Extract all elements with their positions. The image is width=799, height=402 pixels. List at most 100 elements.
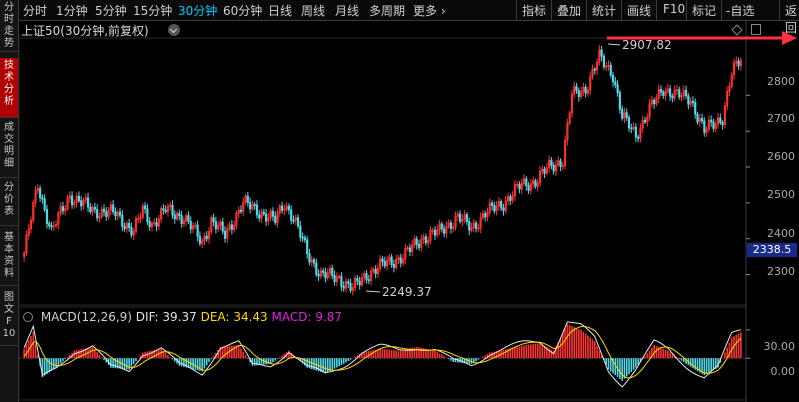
candle: [132, 230, 135, 236]
candle: [655, 97, 658, 105]
candle: [591, 68, 594, 78]
candle: [319, 270, 322, 277]
candle: [246, 195, 249, 203]
candle: [82, 199, 85, 207]
period-daily[interactable]: 日线: [268, 4, 293, 18]
period-5min[interactable]: 5分钟: [95, 4, 127, 18]
candle: [157, 218, 160, 227]
chevron-down-icon[interactable]: [168, 24, 180, 36]
period-60min[interactable]: 60分钟: [223, 4, 263, 18]
indicator-settings-icon[interactable]: [23, 312, 33, 322]
period-weekly[interactable]: 周线: [301, 4, 326, 18]
candle: [36, 188, 39, 192]
candle: [401, 258, 405, 264]
period-1min[interactable]: 1分钟: [56, 4, 88, 18]
candle: [730, 74, 733, 87]
candle: [641, 119, 644, 129]
indicator-button[interactable]: 指标: [522, 4, 547, 18]
candle: [338, 275, 341, 278]
candle: [276, 212, 279, 224]
candle: [66, 197, 69, 210]
candle: [557, 160, 560, 166]
side-tab-price-table[interactable]: 分 价 表: [0, 180, 18, 226]
statistics-button[interactable]: 统计: [592, 4, 617, 18]
back-button[interactable]: 返回: [785, 4, 798, 35]
candle: [623, 112, 626, 119]
period-multi[interactable]: 多周期: [369, 4, 406, 18]
overlay-button[interactable]: 叠加: [557, 4, 582, 18]
candle: [171, 204, 174, 216]
candle: [506, 196, 510, 202]
candle: [214, 221, 217, 230]
candle: [456, 213, 459, 217]
candle: [280, 205, 284, 211]
candle: [520, 183, 523, 190]
candle: [333, 275, 336, 282]
candle: [477, 227, 480, 230]
candle: [625, 112, 628, 118]
candle: [360, 277, 364, 286]
candle: [529, 183, 532, 191]
period-30min[interactable]: 30分钟: [178, 4, 218, 18]
candle: [739, 60, 742, 67]
candle: [538, 170, 542, 184]
draw-line-button[interactable]: 画线: [627, 4, 652, 18]
candle: [262, 211, 265, 215]
f10-button[interactable]: F10: [663, 2, 686, 16]
candle: [415, 238, 418, 245]
side-tab-f10[interactable]: 图 文 F 10: [0, 290, 18, 346]
candle: [602, 55, 605, 67]
candle: [235, 212, 238, 226]
period-monthly[interactable]: 月线: [335, 4, 360, 18]
candle: [657, 89, 660, 99]
candle: [719, 117, 722, 123]
candle: [251, 204, 254, 210]
candle: [691, 100, 695, 103]
candle: [584, 86, 587, 94]
candle: [447, 222, 450, 227]
candle: [283, 208, 286, 211]
macd-tick-30: 30.00: [763, 340, 796, 353]
remove-watchlist-button[interactable]: -自选: [726, 4, 755, 18]
side-tab-intraday[interactable]: 分 时 走 势: [0, 0, 18, 52]
candle: [365, 273, 368, 281]
candle: [210, 217, 213, 232]
candle: [500, 201, 503, 209]
mark-button[interactable]: 标记: [692, 4, 717, 18]
window-icon[interactable]: [751, 24, 761, 35]
candle: [484, 213, 487, 218]
candle: [454, 215, 457, 228]
candle: [294, 217, 297, 221]
side-tab-technical[interactable]: 技 术 分 析: [0, 58, 18, 118]
price-tick-2400: 2400: [767, 227, 795, 240]
candle: [25, 234, 28, 254]
candle: [618, 92, 621, 110]
candle: [673, 89, 676, 99]
candle: [226, 228, 229, 239]
candle: [502, 207, 505, 211]
candle: [265, 213, 268, 222]
price-tick-2500: 2500: [767, 188, 795, 201]
candle: [326, 272, 329, 279]
candle: [728, 85, 731, 92]
macd-name[interactable]: MACD(12,26,9): [40, 310, 132, 324]
candle: [390, 256, 393, 265]
period-intraday[interactable]: 分时: [23, 4, 48, 18]
side-tab-trades[interactable]: 成 交 明 细: [0, 120, 18, 178]
period-15min[interactable]: 15分钟: [133, 4, 173, 18]
candle: [308, 253, 311, 263]
period-more[interactable]: 更多 ›: [413, 4, 446, 18]
side-panel: 分 时 走 势 技 术 分 析 成 交 明 细 分 价 表 基 本 资 料 图 …: [0, 0, 19, 402]
candle: [23, 252, 26, 258]
candle: [399, 257, 402, 264]
candle: [449, 222, 453, 229]
candle: [169, 204, 172, 207]
candle: [653, 99, 656, 105]
side-tab-profile[interactable]: 基 本 资 料: [0, 230, 18, 286]
candle: [452, 226, 455, 229]
candle: [173, 214, 176, 220]
candle: [89, 206, 92, 213]
candle: [445, 226, 448, 234]
candle: [310, 259, 313, 263]
